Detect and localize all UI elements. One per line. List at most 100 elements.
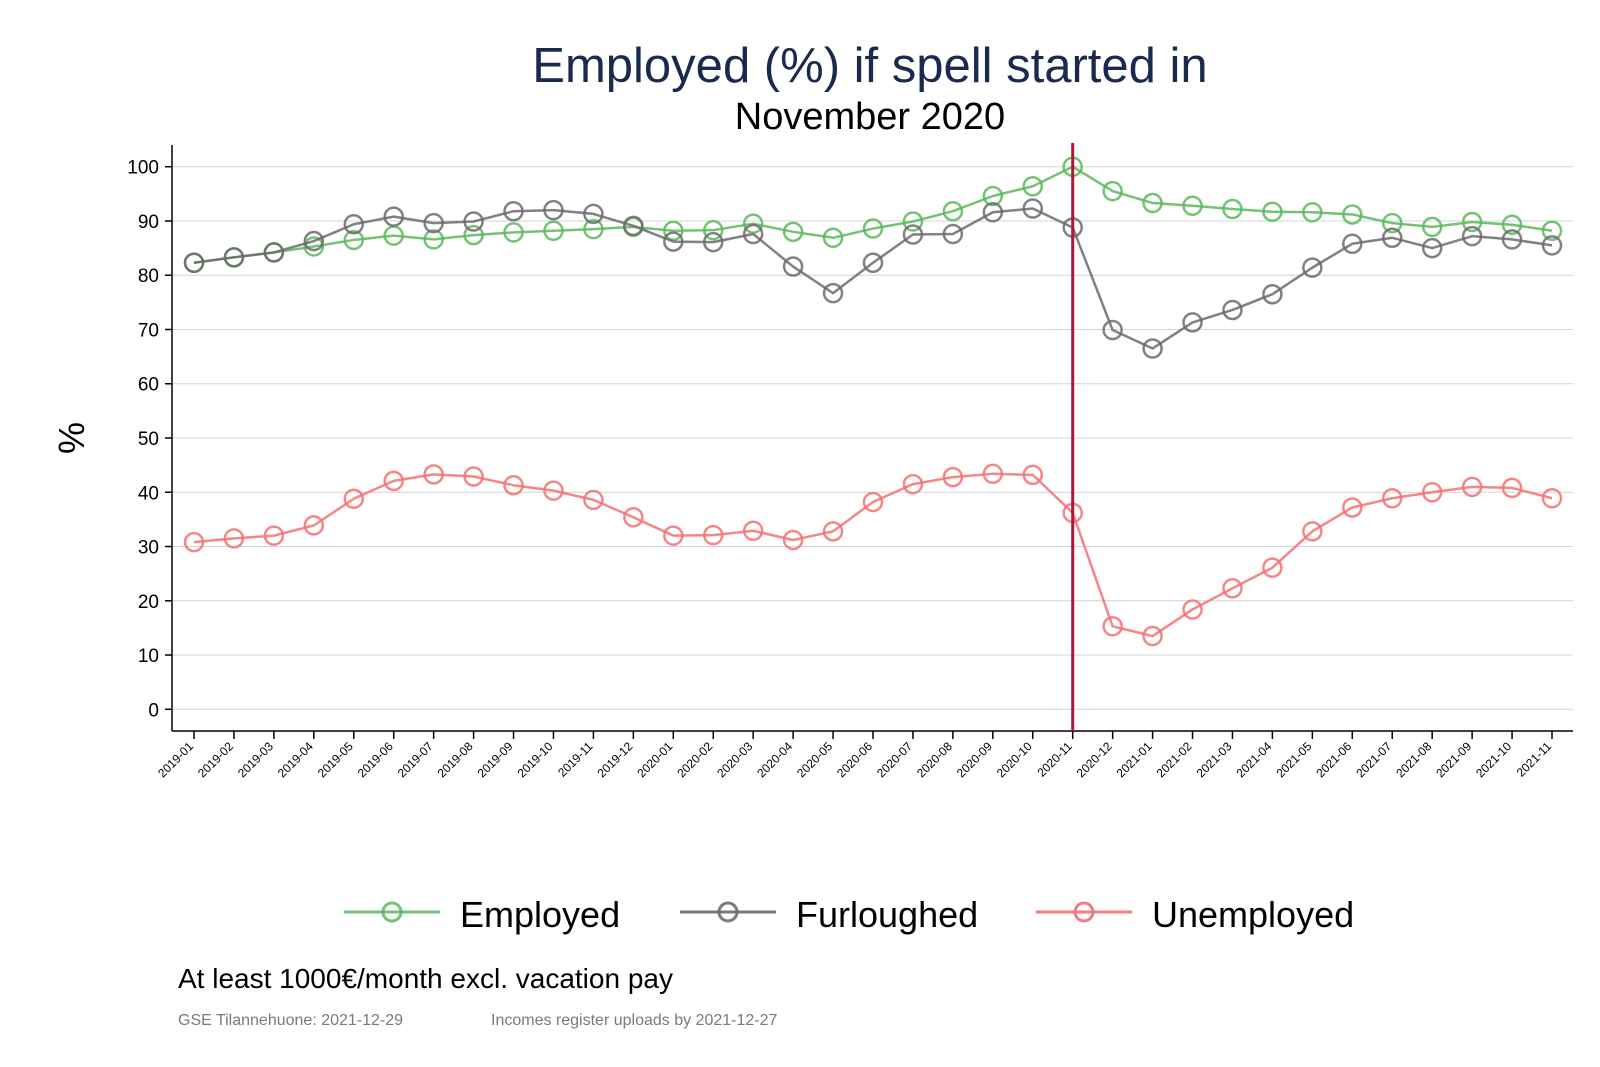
data-point-furloughed xyxy=(463,211,484,232)
data-point-furloughed xyxy=(503,200,524,222)
data-point-unemployed xyxy=(982,463,1004,485)
data-point-unemployed xyxy=(1461,476,1483,498)
data-point-furloughed xyxy=(942,223,964,245)
x-tick-label: 2021-01 xyxy=(1114,739,1155,780)
data-point-employed xyxy=(1262,201,1283,222)
y-tick-label: 10 xyxy=(138,646,159,667)
y-tick-label: 60 xyxy=(138,375,159,396)
x-tick-label: 2021-08 xyxy=(1393,739,1434,780)
x-tick-label: 2019-06 xyxy=(355,739,396,780)
data-point-unemployed xyxy=(423,464,444,485)
x-tick-label: 2019-03 xyxy=(235,739,276,780)
data-point-furloughed xyxy=(423,212,444,234)
data-point-employed xyxy=(1461,211,1483,233)
data-point-unemployed xyxy=(663,525,684,546)
data-point-unemployed xyxy=(1302,521,1323,542)
legend-label-furloughed: Furloughed xyxy=(796,894,979,935)
chart-title: Employed (%) if spell started in xyxy=(532,39,1208,93)
x-tick-label: 2021-05 xyxy=(1273,739,1314,780)
data-point-unemployed xyxy=(1182,599,1203,620)
data-point-employed xyxy=(782,221,804,243)
x-tick-label: 2021-06 xyxy=(1313,739,1354,780)
data-point-unemployed xyxy=(263,525,285,546)
data-point-furloughed xyxy=(543,199,564,221)
data-point-employed xyxy=(503,222,524,243)
x-tick-label: 2019-08 xyxy=(435,739,476,780)
data-point-employed xyxy=(1022,175,1044,197)
data-point-furloughed xyxy=(223,247,245,268)
data-point-furloughed xyxy=(623,215,644,237)
series-line-furloughed xyxy=(193,207,1553,350)
data-point-furloughed xyxy=(782,256,804,277)
data-point-furloughed xyxy=(1421,237,1443,259)
y-tick-label: 0 xyxy=(148,700,159,721)
y-tick-label: 80 xyxy=(138,266,159,287)
data-point-unemployed xyxy=(383,470,404,492)
legend-label-unemployed: Unemployed xyxy=(1152,894,1355,935)
y-tick-label: 70 xyxy=(138,320,159,341)
data-point-employed xyxy=(1222,198,1243,220)
x-tick-label: 2021-02 xyxy=(1154,739,1195,780)
legend-label-employed: Employed xyxy=(460,894,621,935)
x-tick-label: 2021-03 xyxy=(1194,739,1235,780)
data-point-furloughed xyxy=(1461,225,1483,247)
x-tick-label: 2019-09 xyxy=(475,739,516,780)
x-tick-label: 2020-09 xyxy=(954,739,995,780)
data-point-furloughed xyxy=(702,231,724,253)
x-tick-label: 2021-09 xyxy=(1433,739,1474,780)
data-point-unemployed xyxy=(862,491,884,513)
data-point-unemployed xyxy=(1102,616,1123,637)
x-tick-label: 2020-02 xyxy=(674,739,715,780)
data-point-furloughed xyxy=(383,206,404,227)
data-point-furloughed xyxy=(583,203,604,225)
y-tick-label: 100 xyxy=(127,158,159,179)
x-tick-label: 2019-10 xyxy=(515,739,556,780)
x-tick-label: 2021-07 xyxy=(1353,739,1394,780)
x-tick-label: 2020-01 xyxy=(634,739,675,780)
x-tick-label: 2020-04 xyxy=(754,739,795,780)
data-point-employed xyxy=(583,218,604,240)
data-point-furloughed xyxy=(1262,283,1283,305)
x-tick-label: 2020-10 xyxy=(994,739,1035,780)
data-point-unemployed xyxy=(463,466,484,487)
data-point-unemployed xyxy=(942,466,964,488)
x-tick-label: 2021-11 xyxy=(1514,739,1555,780)
data-point-furloughed xyxy=(1102,319,1123,341)
y-tick-label: 30 xyxy=(138,538,159,559)
data-point-employed xyxy=(1182,195,1203,217)
x-tick-label: 2019-07 xyxy=(395,739,436,780)
x-tick-label: 2020-08 xyxy=(914,739,955,780)
x-tick-label: 2020-11 xyxy=(1034,739,1075,780)
line-chart: 0102030405060708090100%2019-012019-02201… xyxy=(51,143,1573,780)
data-point-furloughed xyxy=(1222,299,1243,321)
data-point-furloughed xyxy=(1501,229,1523,250)
data-point-employed xyxy=(1541,220,1563,241)
data-point-employed xyxy=(902,211,924,232)
data-point-employed xyxy=(463,224,484,246)
data-point-unemployed xyxy=(1342,497,1363,518)
x-tick-label: 2021-04 xyxy=(1233,739,1274,780)
data-point-unemployed xyxy=(742,520,764,542)
y-tick-label: 20 xyxy=(138,592,159,613)
data-point-employed xyxy=(982,185,1004,207)
data-point-furloughed xyxy=(822,282,844,304)
data-point-employed xyxy=(343,229,365,251)
data-point-unemployed xyxy=(782,529,804,551)
x-tick-label: 2021-10 xyxy=(1473,739,1514,780)
x-tick-label: 2019-02 xyxy=(195,739,236,780)
data-point-furloughed xyxy=(862,252,884,273)
chart-legend: Employed Furloughed Unemployed xyxy=(0,890,1600,940)
y-tick-label: 90 xyxy=(138,212,159,233)
data-point-unemployed xyxy=(902,473,924,495)
data-point-furloughed xyxy=(1022,198,1044,219)
data-point-unemployed xyxy=(1541,487,1563,509)
data-point-employed xyxy=(303,236,325,257)
data-point-furloughed xyxy=(1182,312,1203,333)
data-point-unemployed xyxy=(223,528,245,549)
x-tick-label: 2019-11 xyxy=(555,739,596,780)
data-point-unemployed xyxy=(303,515,325,536)
data-point-furloughed xyxy=(902,224,924,245)
data-point-unemployed xyxy=(1262,557,1283,578)
x-tick-label: 2020-03 xyxy=(714,739,755,780)
footer-source: GSE Tilannehuone: 2021-12-29 xyxy=(178,1012,404,1029)
